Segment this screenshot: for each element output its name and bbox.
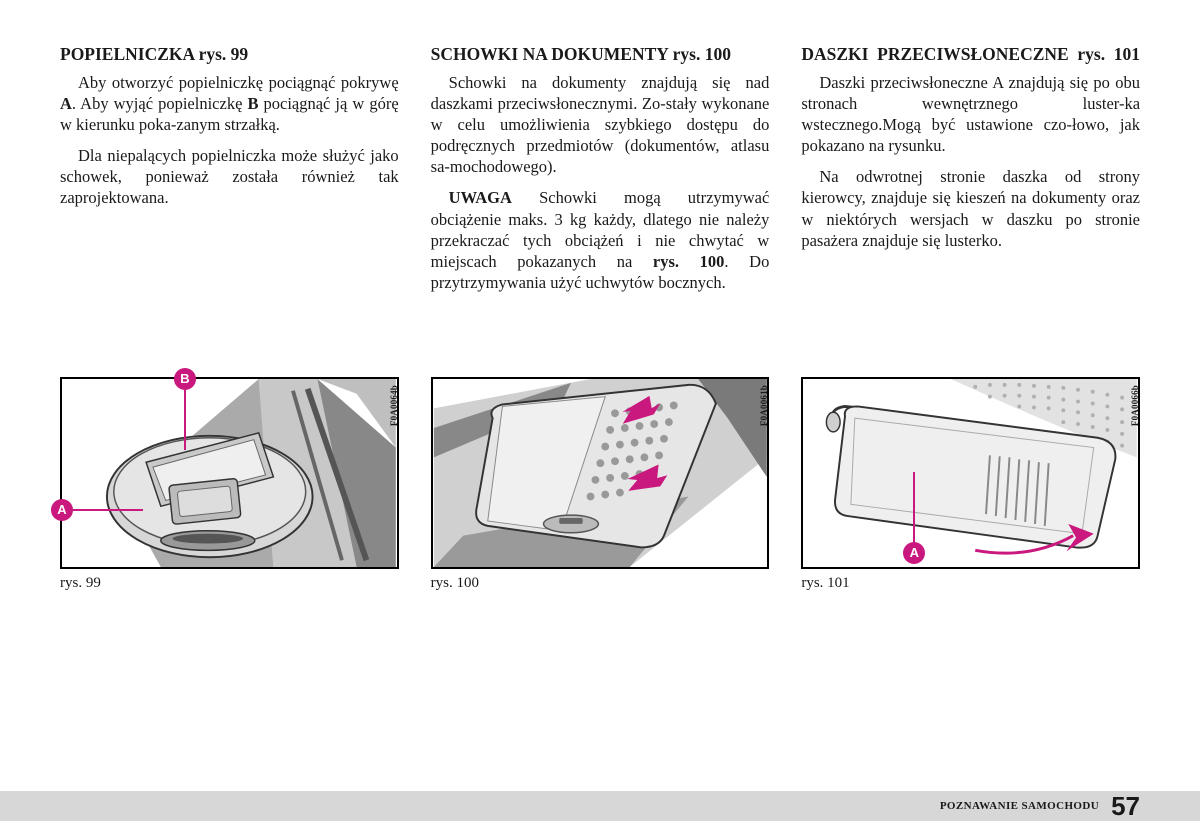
figures-row: A B F0A0064b rys. 99 xyxy=(60,377,1140,592)
page-footer: POZNAWANIE SAMOCHODU 57 xyxy=(0,791,1200,821)
figure-100-box: F0A0061b xyxy=(431,377,770,569)
figure-99-box: A B F0A0064b xyxy=(60,377,399,569)
text: . Aby wyjąć popielniczkę xyxy=(72,94,248,113)
heading-2: SCHOWKI NA DOKUMENTY rys. 100 xyxy=(431,44,770,66)
figure-code: F0A0066b xyxy=(1130,385,1140,426)
text: Aby otworzyć popielniczkę pociągnąć pokr… xyxy=(78,73,399,92)
document-holder-illustration xyxy=(433,379,768,567)
leader-a xyxy=(73,509,143,511)
column-2: SCHOWKI NA DOKUMENTY rys. 100 Schowki na… xyxy=(431,44,770,303)
figure-100: F0A0061b rys. 100 xyxy=(431,377,770,592)
col3-para2: Na odwrotnej stronie daszka od strony ki… xyxy=(801,166,1140,250)
label-b: B xyxy=(247,94,258,113)
figure-code: F0A0061b xyxy=(759,385,769,426)
figure-101-box: A F0A0066b xyxy=(801,377,1140,569)
leader-a xyxy=(913,472,915,544)
heading-1: POPIELNICZKA rys. 99 xyxy=(60,44,399,66)
sun-visor-illustration xyxy=(803,379,1138,567)
leader-b xyxy=(184,390,186,450)
footer-section-label: POZNAWANIE SAMOCHODU xyxy=(940,800,1099,812)
figure-101: A F0A0066b rys. 101 xyxy=(801,377,1140,592)
badge-b: B xyxy=(174,368,196,390)
column-1: POPIELNICZKA rys. 99 Aby otworzyć popiel… xyxy=(60,44,399,303)
figure-code: F0A0064b xyxy=(389,385,399,426)
ashtray-illustration xyxy=(62,379,397,567)
col3-para1: Daszki przeciwsłoneczne A znajdują się p… xyxy=(801,72,1140,156)
figure-caption: rys. 99 xyxy=(60,575,399,592)
col1-para2: Dla niepalących popielniczka może służyć… xyxy=(60,145,399,208)
footer-page-number: 57 xyxy=(1111,791,1140,822)
figure-caption: rys. 101 xyxy=(801,575,1140,592)
heading-3: DASZKI PRZECIWSŁONECZNE rys. 101 xyxy=(801,44,1140,66)
fig-ref: rys. 100 xyxy=(653,252,725,271)
badge-a: A xyxy=(51,499,73,521)
column-3: DASZKI PRZECIWSŁONECZNE rys. 101 Daszki … xyxy=(801,44,1140,303)
label-a: A xyxy=(60,94,72,113)
col2-para2: UWAGA Schowki mogą utrzymywać obciążenie… xyxy=(431,187,770,293)
page-content: POPIELNICZKA rys. 99 Aby otworzyć popiel… xyxy=(0,0,1200,592)
warning-label: UWAGA xyxy=(449,188,512,207)
text-columns: POPIELNICZKA rys. 99 Aby otworzyć popiel… xyxy=(60,44,1140,303)
figure-99: A B F0A0064b rys. 99 xyxy=(60,377,399,592)
col1-para1: Aby otworzyć popielniczkę pociągnąć pokr… xyxy=(60,72,399,135)
col2-para1: Schowki na dokumenty znajdują się nad da… xyxy=(431,72,770,178)
figure-caption: rys. 100 xyxy=(431,575,770,592)
